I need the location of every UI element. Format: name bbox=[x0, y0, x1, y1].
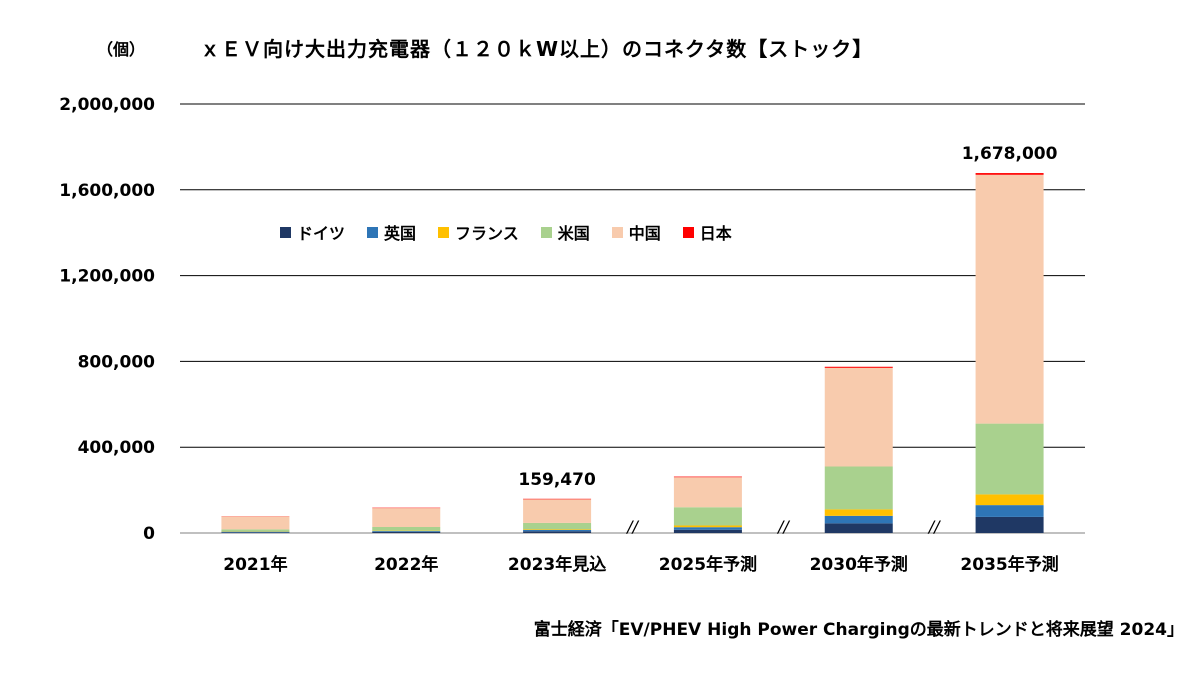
x-tick-label: 2021年 bbox=[223, 554, 287, 575]
bar-segment bbox=[372, 531, 441, 532]
data-label: 159,470 bbox=[518, 470, 596, 490]
legend-item: 英国 bbox=[367, 220, 416, 244]
bar-segment bbox=[221, 531, 290, 533]
y-tick-label: 1,600,000 bbox=[59, 181, 155, 201]
bar-segment bbox=[221, 529, 290, 532]
bar-segment bbox=[824, 466, 893, 510]
y-tick-label: 0 bbox=[143, 524, 155, 544]
bar-segment bbox=[673, 527, 742, 530]
axis-break-mark: // bbox=[625, 517, 639, 536]
x-tick-label: 2035年予測 bbox=[960, 554, 1058, 575]
bar-segment bbox=[372, 526, 441, 531]
bar-segment bbox=[673, 476, 742, 478]
bar-segment bbox=[824, 509, 893, 516]
x-tick-label: 2030年予測 bbox=[810, 554, 908, 575]
legend-label: 中国 bbox=[628, 224, 661, 243]
x-tick-label: 2025年予測 bbox=[659, 554, 757, 575]
bar-segment bbox=[824, 523, 893, 533]
bar-segment bbox=[824, 366, 893, 368]
x-tick-label: 2023年見込 bbox=[508, 554, 606, 575]
legend-swatch bbox=[438, 226, 450, 238]
chart-title: ｘＥＶ向け大出力充電器（１２０ｋW以上）のコネクタ数【ストック】 bbox=[200, 37, 874, 61]
y-tick-label: 1,200,000 bbox=[59, 267, 155, 287]
bar-segment bbox=[673, 477, 742, 508]
bar-segment bbox=[523, 529, 592, 530]
bar-segment bbox=[975, 516, 1044, 533]
legend-label: 英国 bbox=[384, 224, 417, 243]
legend-item: 米国 bbox=[540, 220, 590, 244]
legend-swatch bbox=[682, 226, 694, 238]
bar-segment bbox=[673, 529, 742, 533]
bar-segment bbox=[975, 174, 1044, 424]
legend: ドイツ 英国 フランス 米国 中国 日本 bbox=[280, 220, 754, 244]
data-label: 1,678,000 bbox=[962, 144, 1058, 164]
legend-swatch bbox=[367, 226, 379, 238]
legend-swatch bbox=[611, 226, 623, 238]
legend-label: 日本 bbox=[699, 224, 732, 243]
bar-segment bbox=[824, 515, 893, 524]
bar-segment bbox=[372, 531, 441, 533]
legend-item: フランス bbox=[438, 220, 519, 244]
bar-segment bbox=[523, 529, 592, 532]
source-note: 富士経済「EV/PHEV High Power Chargingの最新トレンドと… bbox=[533, 620, 1184, 640]
bar-segment bbox=[975, 423, 1044, 495]
legend-swatch bbox=[540, 226, 552, 238]
bar-segment bbox=[673, 525, 742, 528]
bar-segment bbox=[372, 508, 441, 527]
y-tick-label: 400,000 bbox=[78, 438, 156, 458]
legend-label: フランス bbox=[455, 224, 519, 243]
bar-segment bbox=[523, 499, 592, 523]
legend-item: 日本 bbox=[682, 220, 732, 244]
bar-segment bbox=[824, 367, 893, 467]
unit-label: （個） bbox=[97, 40, 146, 59]
x-tick-label: 2022年 bbox=[374, 554, 438, 575]
axis-break-mark: // bbox=[927, 517, 941, 536]
bar-segment bbox=[523, 531, 592, 533]
bar-segment bbox=[975, 494, 1044, 506]
bar-segment bbox=[975, 505, 1044, 517]
legend-swatch bbox=[280, 226, 291, 238]
bar-segment bbox=[673, 507, 742, 526]
axis-break-mark: // bbox=[776, 517, 790, 536]
bar-segment bbox=[221, 532, 290, 533]
bar-segment bbox=[523, 498, 592, 500]
bar-segment bbox=[523, 522, 592, 530]
legend-item: ドイツ bbox=[280, 220, 345, 244]
legend-item: 中国 bbox=[611, 220, 661, 244]
bar-segment bbox=[221, 516, 290, 530]
y-tick-label: 800,000 bbox=[78, 352, 156, 372]
legend-label: 米国 bbox=[557, 224, 590, 243]
bar-segment bbox=[975, 173, 1044, 175]
legend-label: ドイツ bbox=[297, 224, 346, 243]
y-tick-label: 2,000,000 bbox=[59, 95, 155, 115]
